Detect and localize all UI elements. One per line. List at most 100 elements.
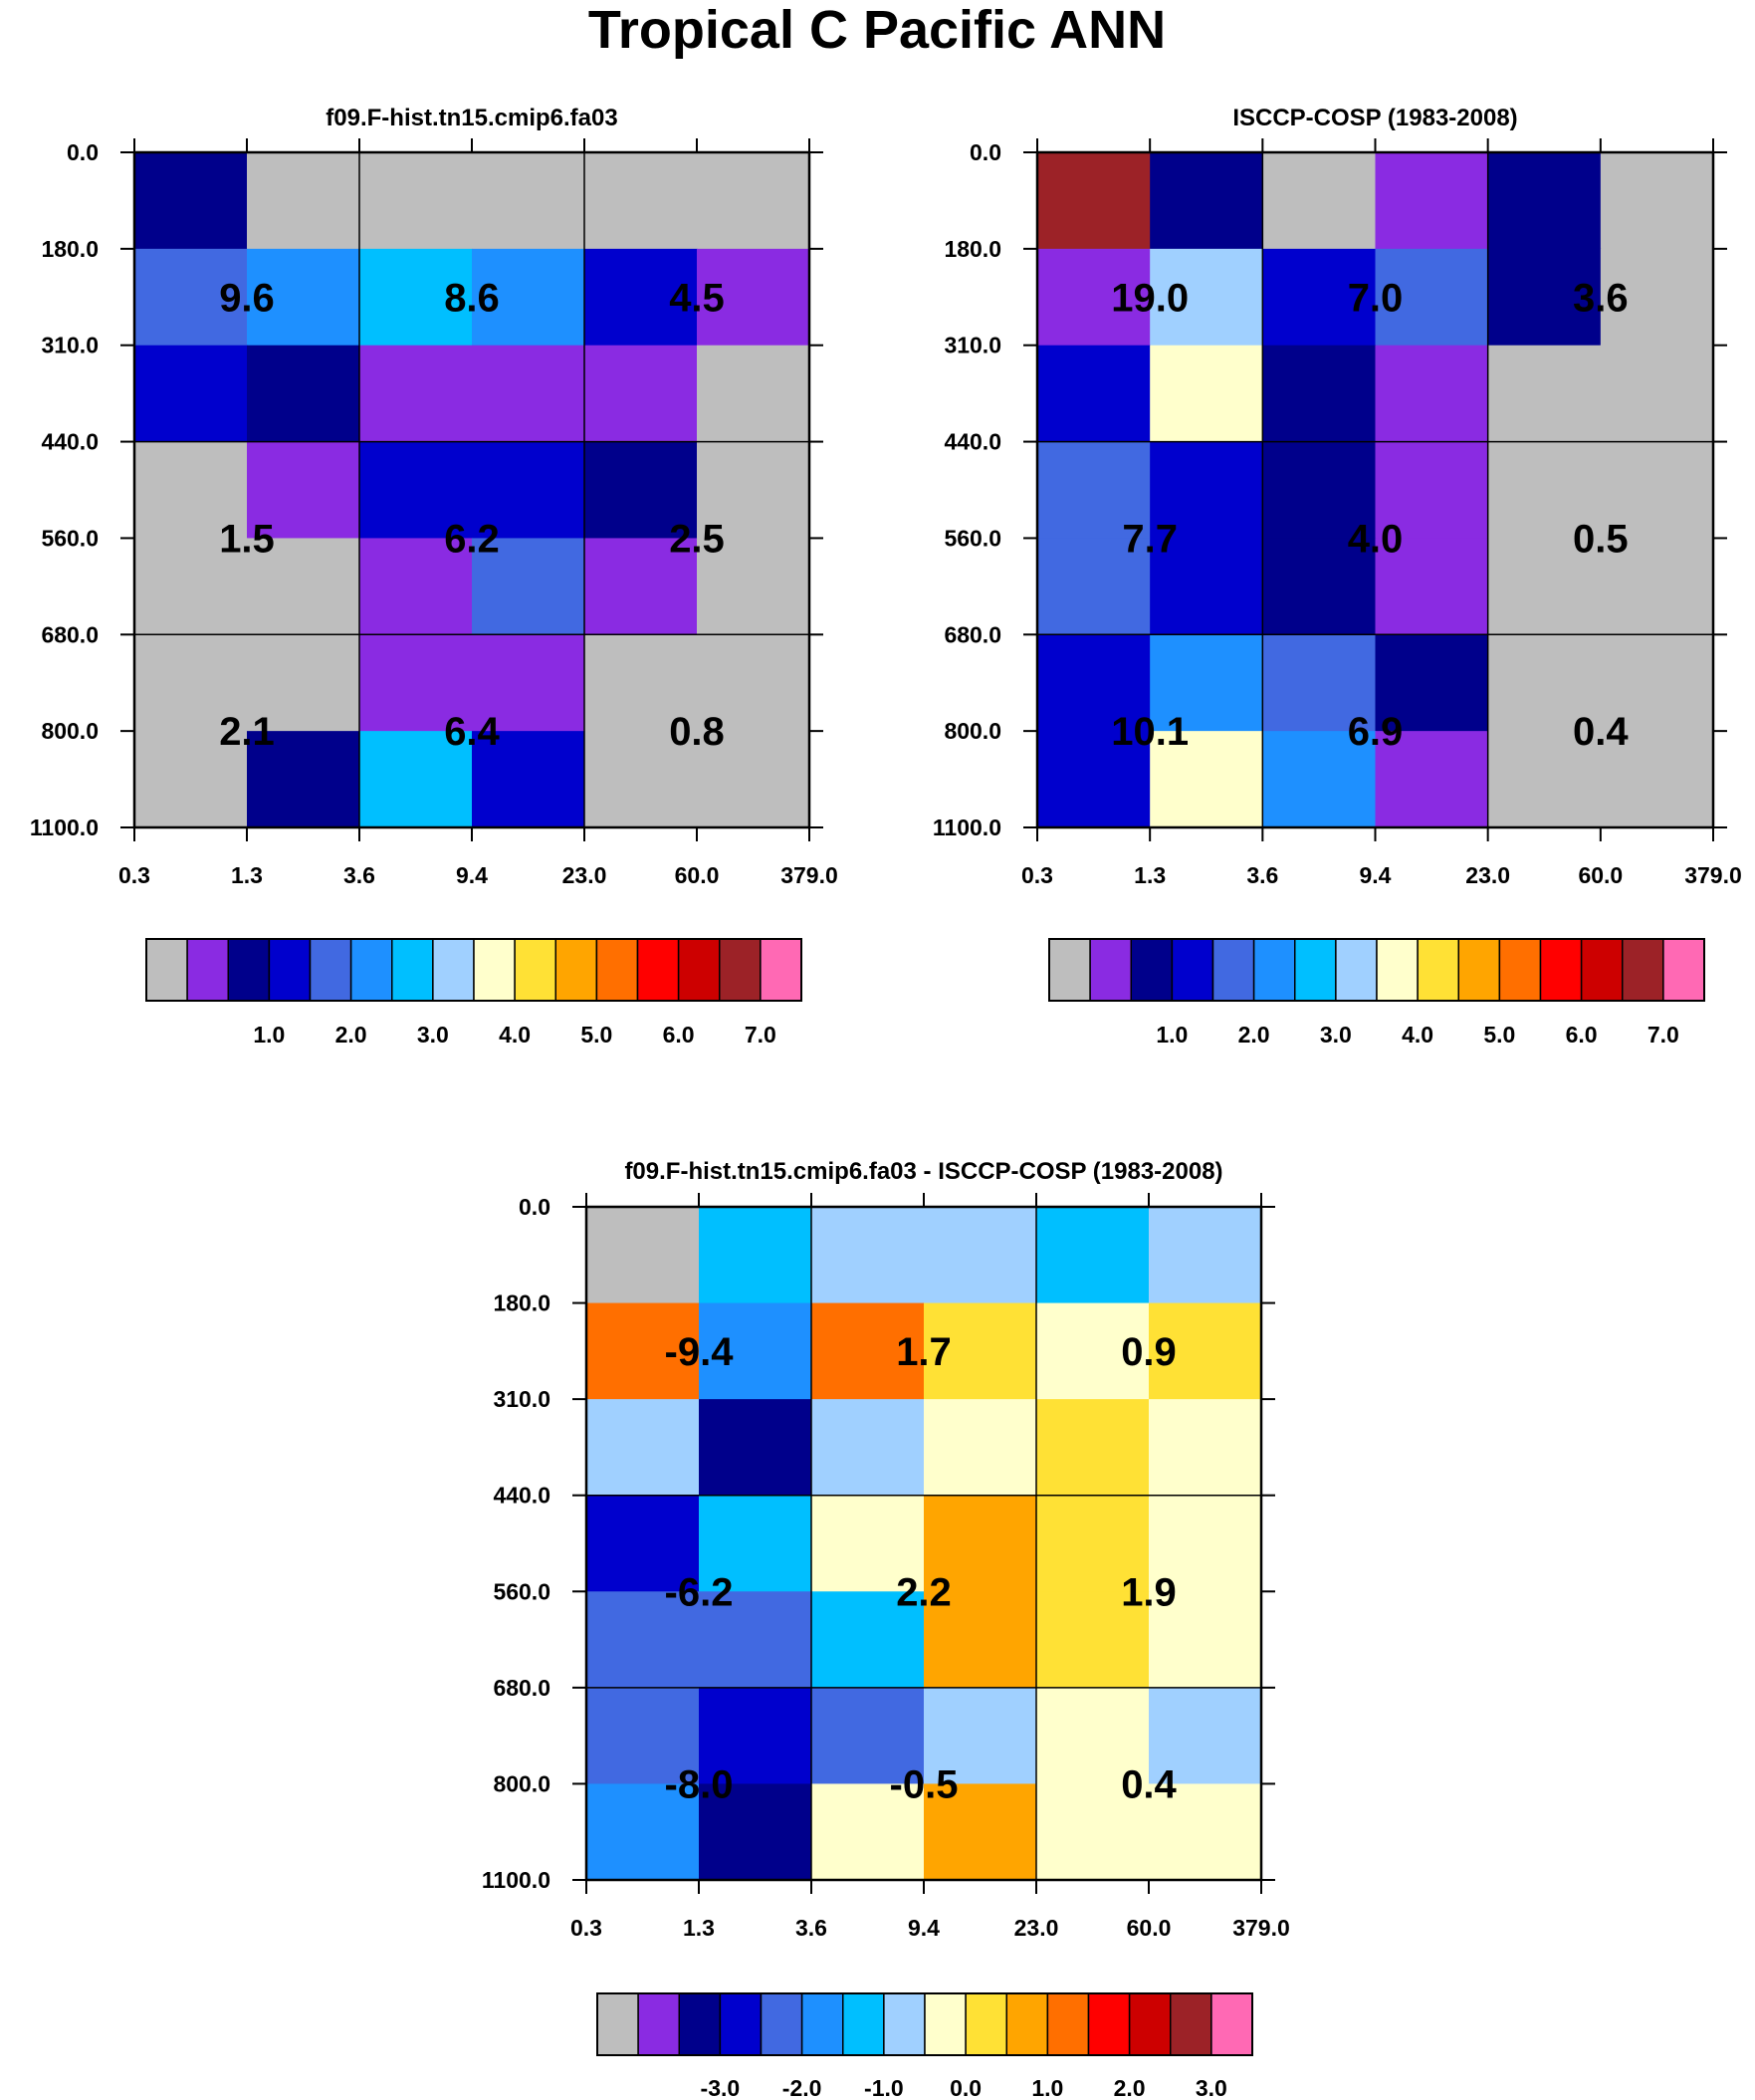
heatmap-cell xyxy=(1037,538,1151,635)
panel-2: ISCCP-COSP (1983-2008) 0.3 1.3 3.6 9.4 23.0 60… xyxy=(933,105,1742,1048)
colorbar-swatch xyxy=(678,1992,722,2056)
panel-title: ISCCP-COSP (1983-2008) xyxy=(1232,105,1517,131)
y-tick-label: 680.0 xyxy=(41,621,99,647)
heatmap-cell xyxy=(247,538,360,635)
colorbar-label: 1.0 xyxy=(1156,1022,1188,1048)
heatmap-cell xyxy=(1487,441,1602,540)
colorbar-frame xyxy=(145,938,802,1002)
heatmap-cell xyxy=(924,1687,1037,1785)
colorbar-swatch xyxy=(1662,938,1705,1002)
block-value-label: -6.2 xyxy=(665,1570,734,1614)
x-tick-label: 1.3 xyxy=(683,1915,715,1941)
heatmap-cell xyxy=(699,1591,812,1689)
heatmap-cell xyxy=(699,1495,812,1592)
colorbar-label: 2.0 xyxy=(1114,2075,1146,2100)
heatmap-cell xyxy=(1375,731,1489,828)
heatmap-cell xyxy=(134,538,248,635)
y-tick-label: 310.0 xyxy=(944,333,1001,358)
block-value-label: 2.2 xyxy=(896,1570,952,1614)
y-tick-label: 180.0 xyxy=(944,236,1001,262)
heatmap-cell xyxy=(924,1399,1037,1497)
heatmap-cell xyxy=(359,345,473,443)
heatmap-cell xyxy=(1487,345,1602,443)
heatmap-cell xyxy=(1375,441,1489,540)
y-tick-label: 560.0 xyxy=(493,1578,550,1604)
heatmap-cell xyxy=(584,248,698,347)
colorbar-swatch xyxy=(1087,1992,1131,2056)
heatmap-cell xyxy=(1036,1207,1150,1304)
colorbar-swatch xyxy=(1294,938,1337,1002)
colorbar-swatch xyxy=(760,1992,803,2056)
colorbar-swatch xyxy=(965,1992,1007,2056)
colorbar-frame xyxy=(1048,938,1705,1002)
heatmap-cell xyxy=(1600,538,1714,635)
heatmap-cell xyxy=(1037,152,1151,250)
block-value-label: 4.0 xyxy=(1348,517,1404,561)
colorbar-label: -3.0 xyxy=(701,2075,741,2100)
panel-title: f09.F-hist.tn15.cmip6.fa03 - ISCCP-COSP … xyxy=(624,1158,1222,1185)
figure-title: Tropical C Pacific ANN xyxy=(588,0,1166,60)
heatmap-cell xyxy=(586,1591,700,1689)
colorbar-label: 0.0 xyxy=(950,2075,982,2100)
colorbar-swatch xyxy=(1130,938,1174,1002)
heatmap-cell xyxy=(1487,731,1602,828)
colorbar-swatch xyxy=(760,938,802,1002)
x-tick-label: 23.0 xyxy=(1465,862,1510,888)
x-tick-label: 1.3 xyxy=(231,862,263,888)
heatmap-cell xyxy=(1036,1399,1150,1497)
heatmap-cell xyxy=(811,1207,925,1304)
heatmap-cell xyxy=(586,1207,700,1304)
x-tick-label: 60.0 xyxy=(1127,1915,1172,1941)
heatmap-cell xyxy=(811,1399,925,1497)
colorbar-swatch xyxy=(1210,1992,1253,2056)
y-tick-label: 1100.0 xyxy=(933,815,1001,840)
x-tick-label: 60.0 xyxy=(675,862,720,888)
heatmap-cell xyxy=(359,634,473,732)
colorbar-swatch xyxy=(391,938,434,1002)
colorbar-swatch xyxy=(1048,938,1091,1002)
heatmap-cell xyxy=(1487,634,1602,732)
heatmap-cell xyxy=(134,731,248,828)
colorbar-swatch xyxy=(637,1992,680,2056)
colorbar-swatch xyxy=(514,938,556,1002)
heatmap-cell xyxy=(1150,634,1263,732)
block-value-label: 6.4 xyxy=(444,710,500,754)
heatmap-cell xyxy=(1375,152,1489,250)
heatmap-cell xyxy=(1149,1302,1262,1400)
y-tick-label: 440.0 xyxy=(493,1483,550,1509)
heatmap-cell xyxy=(1150,345,1263,443)
heatmap-cell xyxy=(1149,1207,1262,1304)
block-value-label: 6.9 xyxy=(1348,710,1404,754)
y-tick-label: 680.0 xyxy=(944,621,1001,647)
y-tick-label: 180.0 xyxy=(493,1290,550,1316)
heatmap-cell xyxy=(134,248,248,347)
block-value-label: 19.0 xyxy=(1111,276,1189,320)
heatmap-cell xyxy=(697,152,810,250)
colorbar-label: 2.0 xyxy=(1238,1022,1270,1048)
colorbar-swatch xyxy=(636,938,680,1002)
block-value-label: -9.4 xyxy=(665,1330,735,1374)
x-tick-label: 379.0 xyxy=(1684,862,1742,888)
heatmap-cell xyxy=(359,152,473,250)
heatmap-cell xyxy=(584,345,698,443)
x-tick-label: 9.4 xyxy=(456,862,488,888)
y-tick-label: 0.0 xyxy=(519,1194,550,1220)
heatmap-cell xyxy=(134,634,248,732)
heatmap-cell xyxy=(924,1495,1037,1592)
heatmap-cell xyxy=(1036,1302,1150,1400)
block-value-label: 0.9 xyxy=(1121,1330,1177,1374)
block-value-label: 2.1 xyxy=(219,710,275,754)
heatmap-cell xyxy=(247,152,360,250)
colorbar-frame xyxy=(596,1992,1253,2056)
heatmap-cell xyxy=(924,1783,1037,1881)
colorbar-swatch xyxy=(554,938,598,1002)
colorbar-swatch xyxy=(1539,938,1583,1002)
heatmap-cell xyxy=(1037,248,1151,347)
heatmap-cell xyxy=(1149,1399,1262,1497)
panel-3: f09.F-hist.tn15.cmip6.fa03 - ISCCP-COSP … xyxy=(482,1158,1290,2100)
heatmap-cell xyxy=(1037,731,1151,828)
x-tick-label: 379.0 xyxy=(780,862,838,888)
heatmap-cell xyxy=(1036,1783,1150,1881)
heatmap-cell xyxy=(584,731,698,828)
